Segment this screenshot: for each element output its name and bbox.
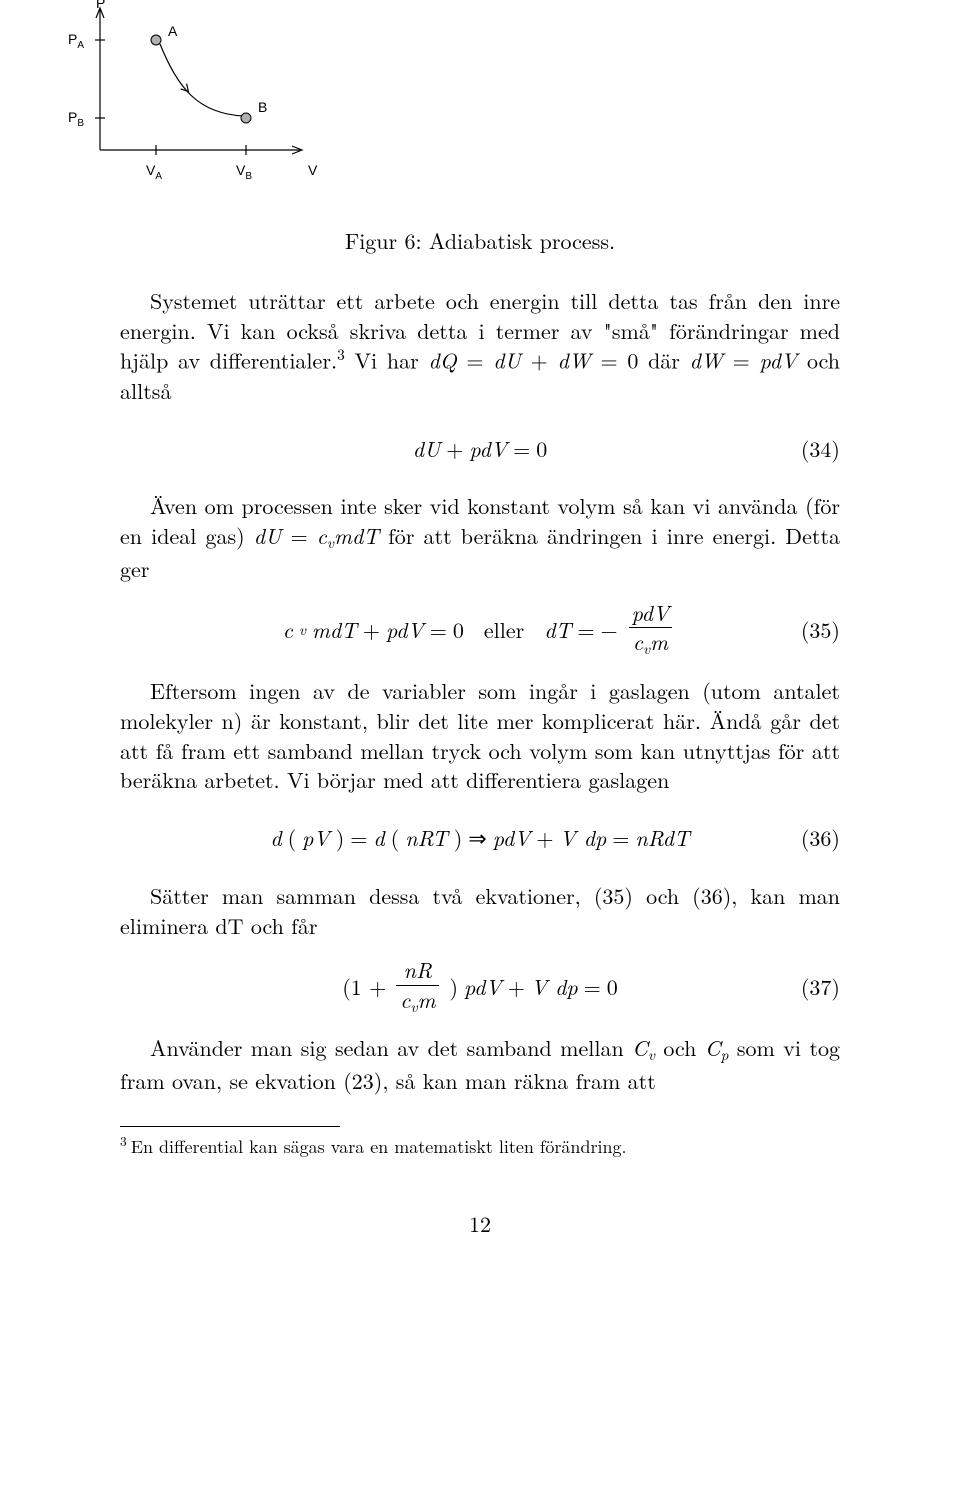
pv-diagram: P V PA PB VA VB A B	[60, 0, 360, 200]
eq-num-36: (36)	[801, 822, 840, 853]
para1-text-a: Systemet uträttar ett arbete och energin…	[120, 285, 840, 376]
eq-num-35: (35)	[801, 614, 840, 645]
page: P V PA PB VA VB A B Figur 6: Adiabatisk …	[0, 0, 960, 1299]
eq-num-37: (37)	[801, 971, 840, 1002]
para-4: Sätter man samman dessa två ekvationer, …	[120, 881, 840, 940]
svg-text:B: B	[258, 99, 267, 115]
footnote-text: En differential kan sägas vara en matema…	[131, 1133, 627, 1158]
figure-caption: Figur 6: Adiabatisk process.	[120, 225, 840, 256]
para-2: Även om processen inte sker vid konstant…	[120, 491, 840, 583]
footnote-ref-3: 3	[337, 344, 345, 365]
footnote-rule	[120, 1126, 340, 1127]
svg-text:VB: VB	[236, 162, 252, 182]
para5-a: Använder man sig sedan av det samband me…	[150, 1032, 632, 1063]
eq-num-34: (34)	[801, 433, 840, 464]
svg-text:V: V	[308, 162, 318, 178]
equation-34: dU+pdV=0 (34)	[120, 423, 840, 473]
figure-6: P V PA PB VA VB A B	[60, 0, 840, 205]
para5-b: och	[655, 1032, 705, 1063]
svg-text:VA: VA	[146, 162, 162, 182]
page-number: 12	[120, 1208, 840, 1239]
footnote-mark: 3	[120, 1131, 127, 1150]
svg-text:PB: PB	[68, 109, 84, 129]
equation-36: d(pV) = d(nRT) ⇒ pdV+V dp =nRdT (36)	[120, 813, 840, 863]
svg-text:A: A	[168, 23, 178, 39]
svg-text:P: P	[96, 0, 105, 11]
svg-text:PA: PA	[68, 31, 84, 51]
para-3: Eftersom ingen av de variabler som ingår…	[120, 676, 840, 795]
eq35-eller: eller	[484, 614, 524, 645]
para1-text-b-prefix: Vi har	[345, 345, 429, 376]
footnote-3: 3En differential kan sägas vara en matem…	[120, 1131, 840, 1159]
para-5: Använder man sig sedan av det samband me…	[120, 1033, 840, 1095]
para-1: Systemet uträttar ett arbete och energin…	[120, 286, 840, 405]
equation-37: (1 + nR cvm )pdV+V dp=0 (37)	[120, 958, 840, 1015]
equation-35: cvmdT +pdV=0 eller dT=− pdV cvm (35)	[120, 601, 840, 658]
